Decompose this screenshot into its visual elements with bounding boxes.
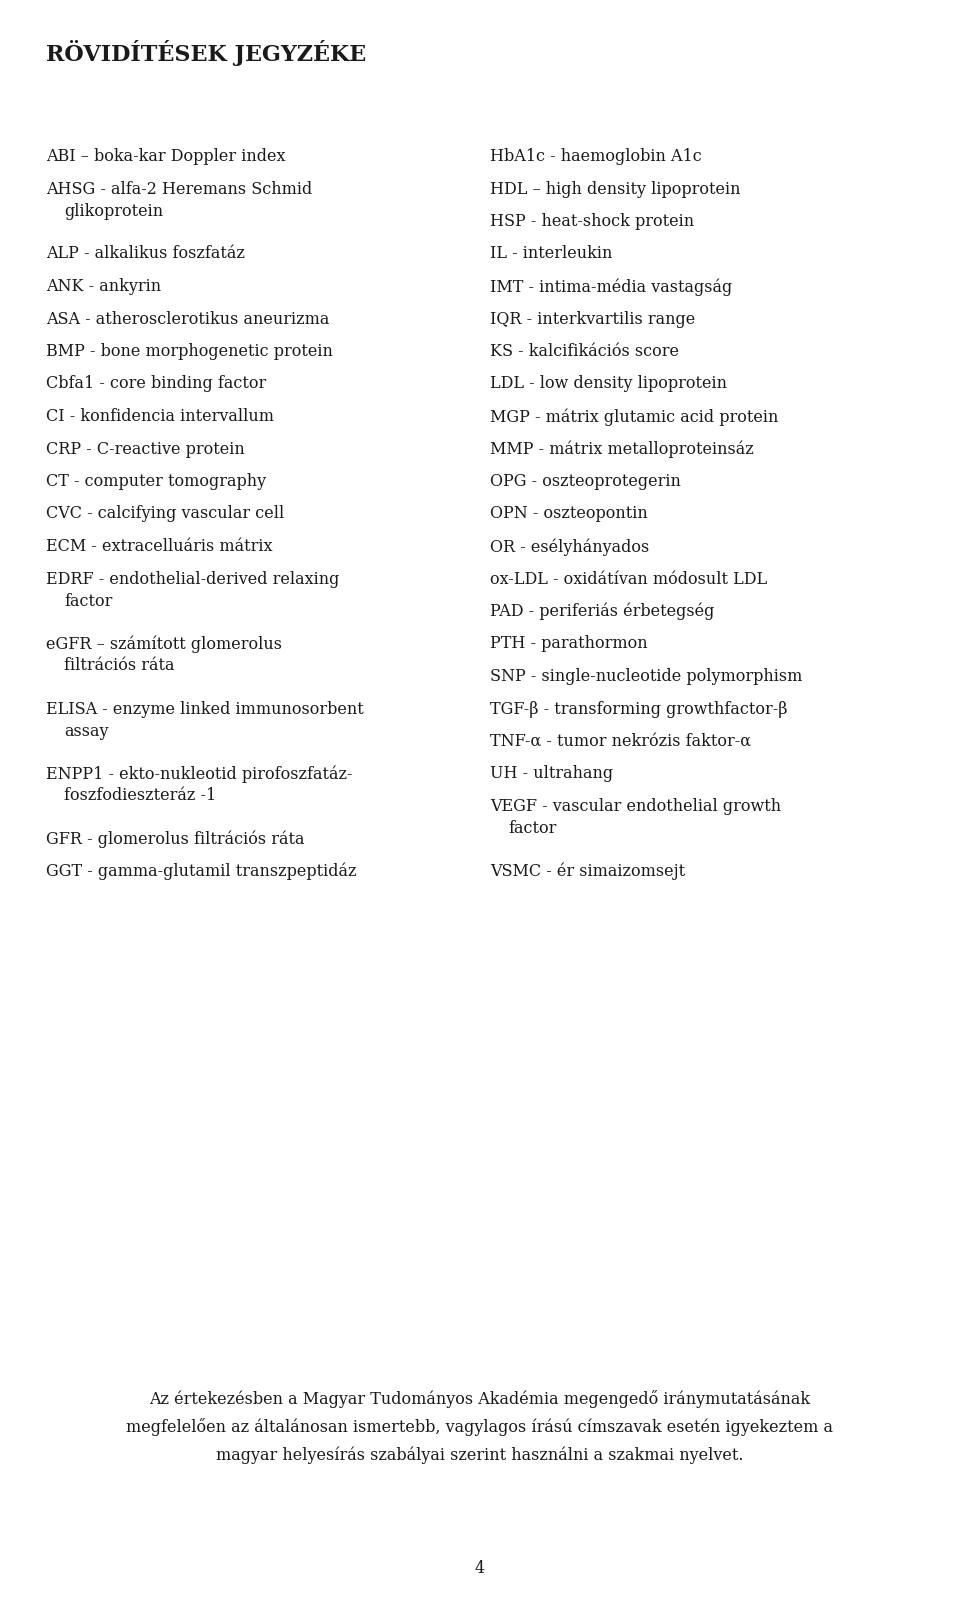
Text: VSMC - ér simaizomsejt: VSMC - ér simaizomsejt	[490, 863, 685, 881]
Text: TGF-β - transforming growthfactor-β: TGF-β - transforming growthfactor-β	[490, 701, 787, 717]
Text: CVC - calcifying vascular cell: CVC - calcifying vascular cell	[46, 506, 284, 522]
Text: Az értekezésben a Magyar Tudományos Akadémia megengedő iránymutatásának: Az értekezésben a Magyar Tudományos Akad…	[150, 1390, 810, 1408]
Text: GFR - glomerolus filtrációs ráta: GFR - glomerolus filtrációs ráta	[46, 830, 304, 848]
Text: AHSG - alfa-2 Heremans Schmid: AHSG - alfa-2 Heremans Schmid	[46, 180, 312, 198]
Text: TNF-α - tumor nekrózis faktor-α: TNF-α - tumor nekrózis faktor-α	[490, 733, 751, 749]
Text: assay: assay	[64, 722, 108, 740]
Text: IQR - interkvartilis range: IQR - interkvartilis range	[490, 310, 695, 328]
Text: IL - interleukin: IL - interleukin	[490, 245, 612, 263]
Text: foszfodieszteráz -1: foszfodieszteráz -1	[64, 788, 216, 805]
Text: PTH - parathormon: PTH - parathormon	[490, 636, 648, 652]
Text: HbA1c - haemoglobin A1c: HbA1c - haemoglobin A1c	[490, 148, 702, 165]
Text: ASA - atherosclerotikus aneurizma: ASA - atherosclerotikus aneurizma	[46, 310, 329, 328]
Text: ALP - alkalikus foszfatáz: ALP - alkalikus foszfatáz	[46, 245, 245, 263]
Text: IMT - intima-média vastagság: IMT - intima-média vastagság	[490, 277, 732, 295]
Text: PAD - periferiás érbetegség: PAD - periferiás érbetegség	[490, 603, 714, 621]
Text: UH - ultrahang: UH - ultrahang	[490, 766, 613, 782]
Text: ELISA - enzyme linked immunosorbent: ELISA - enzyme linked immunosorbent	[46, 701, 364, 717]
Text: ox-LDL - oxidátívan módosult LDL: ox-LDL - oxidátívan módosult LDL	[490, 571, 767, 587]
Text: Cbfa1 - core binding factor: Cbfa1 - core binding factor	[46, 376, 266, 393]
Text: CI - konfidencia intervallum: CI - konfidencia intervallum	[46, 409, 274, 425]
Text: CRP - C-reactive protein: CRP - C-reactive protein	[46, 441, 245, 457]
Text: ANK - ankyrin: ANK - ankyrin	[46, 277, 161, 295]
Text: ABI – boka-kar Doppler index: ABI – boka-kar Doppler index	[46, 148, 285, 165]
Text: ECM - extracelluáris mátrix: ECM - extracelluáris mátrix	[46, 539, 273, 555]
Text: MMP - mátrix metalloproteinsáz: MMP - mátrix metalloproteinsáz	[490, 441, 754, 457]
Text: ENPP1 - ekto-nukleotid pirofoszfatáz-: ENPP1 - ekto-nukleotid pirofoszfatáz-	[46, 766, 352, 783]
Text: OPN - oszteopontin: OPN - oszteopontin	[490, 506, 648, 522]
Text: KS - kalcifikációs score: KS - kalcifikációs score	[490, 342, 679, 360]
Text: MGP - mátrix glutamic acid protein: MGP - mátrix glutamic acid protein	[490, 409, 779, 425]
Text: factor: factor	[508, 821, 557, 837]
Text: SNP - single-nucleotide polymorphism: SNP - single-nucleotide polymorphism	[490, 668, 803, 684]
Text: CT - computer tomography: CT - computer tomography	[46, 474, 266, 490]
Text: glikoprotein: glikoprotein	[64, 203, 163, 219]
Text: eGFR – számított glomerolus: eGFR – számított glomerolus	[46, 636, 282, 654]
Text: VEGF - vascular endothelial growth: VEGF - vascular endothelial growth	[490, 798, 781, 814]
Text: OPG - oszteoprotegerin: OPG - oszteoprotegerin	[490, 474, 681, 490]
Text: OR - esélyhányados: OR - esélyhányados	[490, 539, 649, 555]
Text: megfelelően az általánosan ismertebb, vagylagos írású címszavak esetén igyekezte: megfelelően az általánosan ismertebb, va…	[127, 1418, 833, 1435]
Text: EDRF - endothelial-derived relaxing: EDRF - endothelial-derived relaxing	[46, 571, 340, 587]
Text: GGT - gamma-glutamil transzpeptidáz: GGT - gamma-glutamil transzpeptidáz	[46, 863, 356, 881]
Text: LDL - low density lipoprotein: LDL - low density lipoprotein	[490, 376, 727, 393]
Text: factor: factor	[64, 592, 112, 610]
Text: RÖVIDÍTÉSEK JEGYZÉKE: RÖVIDÍTÉSEK JEGYZÉKE	[46, 41, 367, 67]
Text: 4: 4	[475, 1560, 485, 1577]
Text: HDL – high density lipoprotein: HDL – high density lipoprotein	[490, 180, 740, 198]
Text: BMP - bone morphogenetic protein: BMP - bone morphogenetic protein	[46, 342, 333, 360]
Text: filtrációs ráta: filtrációs ráta	[64, 657, 175, 675]
Text: HSP - heat-shock protein: HSP - heat-shock protein	[490, 212, 694, 230]
Text: magyar helyesírás szabályai szerint használni a szakmai nyelvet.: magyar helyesírás szabályai szerint hasz…	[216, 1445, 744, 1463]
